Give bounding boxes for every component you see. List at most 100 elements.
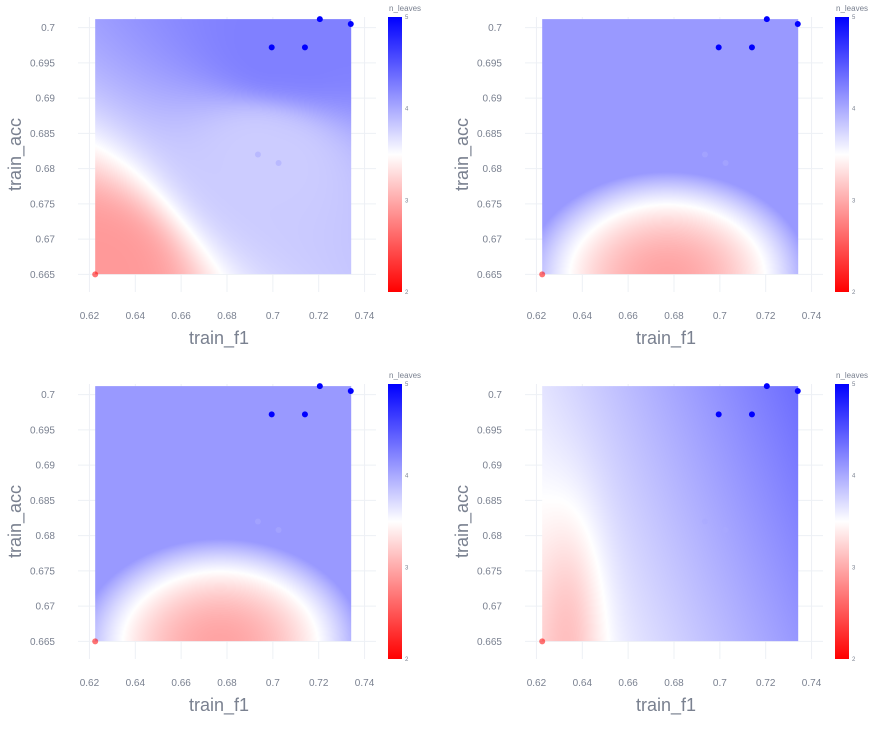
x-tick-label: 0.66: [618, 678, 638, 689]
colorbar-title: n_leaves: [836, 4, 868, 13]
scatter-point[interactable]: [715, 44, 722, 51]
contour-surface: [95, 386, 352, 642]
y-tick-label: 0.665: [477, 637, 502, 648]
colorbar-title: n_leaves: [389, 4, 421, 13]
colorbar-tick-label: 3: [405, 565, 409, 571]
x-tick-label: 0.68: [664, 311, 684, 322]
x-tick-label: 0.62: [80, 311, 100, 322]
y-tick-label: 0.675: [30, 199, 55, 210]
x-tick-label: 0.66: [171, 678, 191, 689]
scatter-point[interactable]: [539, 638, 546, 645]
colorbar-tick-label: 2: [405, 290, 409, 296]
x-tick-label: 0.68: [217, 311, 237, 322]
y-tick-label: 0.685: [30, 496, 55, 507]
scatter-point[interactable]: [701, 151, 708, 158]
x-tick-label: 0.74: [802, 678, 822, 689]
scatter-point[interactable]: [254, 151, 261, 158]
y-axis-title: train_acc: [5, 485, 26, 558]
colorbar-tick-label: 4: [405, 107, 409, 113]
y-tick-label: 0.665: [477, 270, 502, 281]
y-axis-title: train_acc: [452, 485, 473, 558]
x-tick-label: 0.72: [756, 678, 776, 689]
colorbar-tick-label: 2: [405, 657, 409, 663]
scatter-point[interactable]: [316, 16, 323, 23]
x-tick-label: 0.62: [527, 311, 547, 322]
scatter-point[interactable]: [347, 388, 354, 395]
y-tick-label: 0.67: [483, 235, 503, 246]
contour-surface: [542, 386, 799, 642]
y-tick-label: 0.69: [36, 461, 56, 472]
y-tick-label: 0.685: [30, 129, 55, 140]
scatter-point[interactable]: [722, 159, 729, 166]
scatter-point[interactable]: [301, 411, 308, 418]
x-tick-label: 0.72: [756, 311, 776, 322]
scatter-point[interactable]: [275, 159, 282, 166]
colorbar-tick-label: 5: [405, 15, 409, 21]
scatter-point[interactable]: [268, 411, 275, 418]
scatter-point[interactable]: [748, 411, 755, 418]
y-tick-label: 0.69: [36, 94, 56, 105]
y-tick-label: 0.675: [477, 566, 502, 577]
scatter-point[interactable]: [794, 388, 801, 395]
x-tick-label: 0.68: [664, 678, 684, 689]
scatter-point[interactable]: [347, 21, 354, 28]
x-tick-label: 0.64: [573, 311, 593, 322]
y-tick-label: 0.685: [477, 129, 502, 140]
scatter-point[interactable]: [539, 271, 546, 278]
scatter-point[interactable]: [301, 44, 308, 51]
x-tick-label: 0.74: [802, 311, 822, 322]
colorbar-tick-label: 4: [852, 474, 856, 480]
y-tick-label: 0.67: [36, 235, 56, 246]
y-tick-label: 0.68: [36, 531, 56, 542]
x-tick-label: 0.74: [355, 311, 375, 322]
scatter-point[interactable]: [748, 44, 755, 51]
contour-surface: [542, 19, 799, 275]
colorbar-tick-label: 3: [852, 198, 856, 204]
x-tick-label: 0.64: [126, 678, 146, 689]
y-tick-label: 0.7: [488, 23, 502, 34]
colorbar-title: n_leaves: [836, 371, 868, 380]
y-tick-label: 0.675: [477, 199, 502, 210]
x-tick-label: 0.7: [713, 311, 727, 322]
y-tick-label: 0.695: [477, 425, 502, 436]
scatter-point[interactable]: [715, 411, 722, 418]
x-tick-label: 0.7: [713, 678, 727, 689]
y-tick-label: 0.68: [483, 164, 503, 175]
x-tick-label: 0.64: [126, 311, 146, 322]
scatter-point[interactable]: [254, 518, 261, 525]
scatter-point[interactable]: [763, 16, 770, 23]
colorbar: [835, 384, 849, 659]
colorbar: [835, 17, 849, 292]
y-tick-label: 0.69: [483, 461, 503, 472]
colorbar-tick-label: 5: [405, 382, 409, 388]
scatter-point[interactable]: [268, 44, 275, 51]
y-axis-title: train_acc: [452, 118, 473, 191]
y-tick-label: 0.685: [477, 496, 502, 507]
y-tick-label: 0.7: [41, 390, 55, 401]
scatter-point[interactable]: [316, 383, 323, 390]
scatter-point[interactable]: [92, 638, 99, 645]
scatter-point[interactable]: [275, 526, 282, 533]
scatter-point[interactable]: [92, 271, 99, 278]
colorbar-tick-label: 5: [852, 382, 856, 388]
scatter-point[interactable]: [794, 21, 801, 28]
scatter-point[interactable]: [701, 518, 708, 525]
scatter-point[interactable]: [763, 383, 770, 390]
colorbar: [388, 384, 402, 659]
colorbar-tick-label: 2: [852, 290, 856, 296]
x-axis-title: train_f1: [636, 328, 696, 349]
y-tick-label: 0.67: [483, 602, 503, 613]
colorbar-tick-label: 4: [405, 474, 409, 480]
x-tick-label: 0.7: [266, 678, 280, 689]
x-tick-label: 0.64: [573, 678, 593, 689]
scatter-point[interactable]: [722, 526, 729, 533]
y-tick-label: 0.675: [30, 566, 55, 577]
colorbar-tick-label: 4: [852, 107, 856, 113]
y-axis-title: train_acc: [5, 118, 26, 191]
y-tick-label: 0.665: [30, 637, 55, 648]
